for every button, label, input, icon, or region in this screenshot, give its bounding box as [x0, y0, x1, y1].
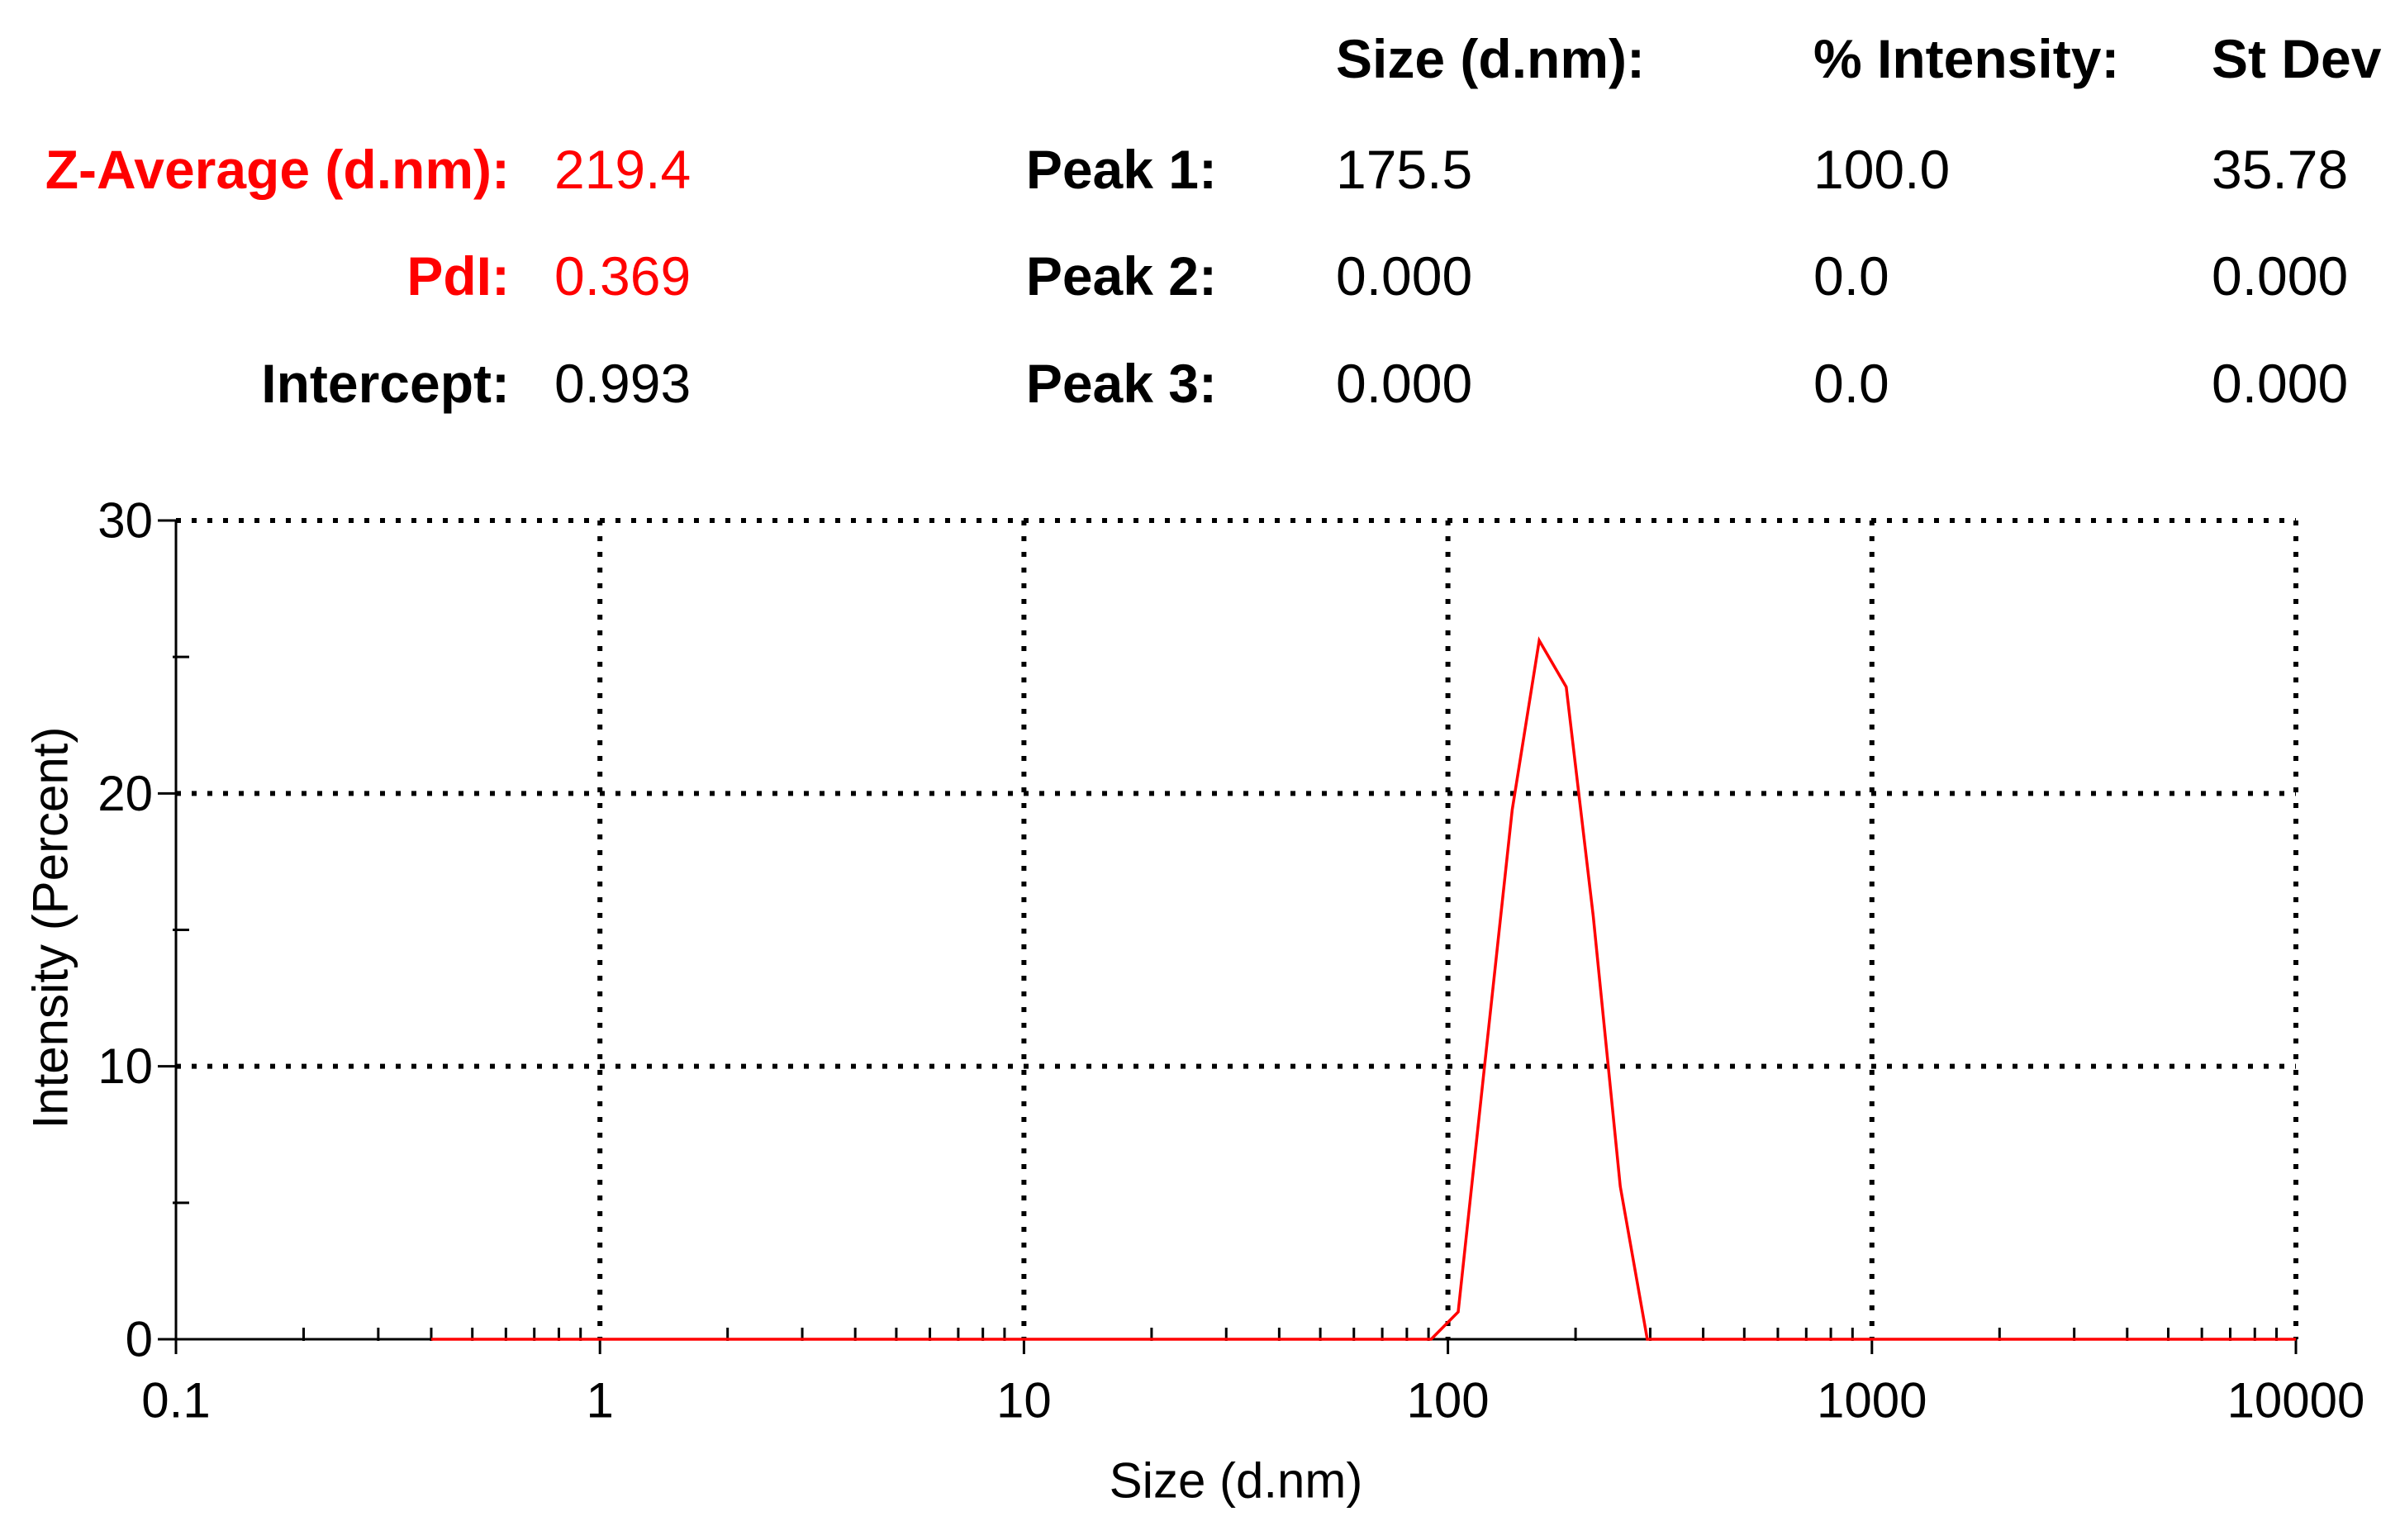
y-tick-label: 20: [97, 766, 153, 821]
intercept-label: Intercept:: [261, 353, 510, 414]
x-tick-label: 1: [587, 1373, 614, 1428]
peak-1-intensity: 100.0: [1813, 139, 1951, 200]
peak-3-size: 0.000: [1336, 353, 1473, 414]
x-tick-label: 10000: [2227, 1373, 2365, 1428]
z-average-value: 219.4: [554, 139, 691, 200]
intercept-value: 0.993: [554, 353, 691, 414]
intensity-distribution-line: [431, 636, 2296, 1341]
peak-2-size: 0.000: [1336, 245, 1473, 307]
grid-lines: [176, 518, 2298, 1339]
peak-size-header: Size (d.nm):: [1336, 28, 1645, 89]
peak-1-size: 175.5: [1336, 139, 1473, 200]
series-layer: [431, 636, 2296, 1341]
x-axis-label: Size (d.nm): [1110, 1453, 1363, 1509]
peak-2-stdev: 0.000: [2212, 245, 2349, 307]
y-tick-label: 10: [97, 1039, 153, 1094]
x-tick-label: 100: [1407, 1373, 1490, 1428]
x-tick-label: 10: [996, 1373, 1052, 1428]
peak-3-intensity: 0.0: [1813, 353, 1889, 414]
peak-2-intensity: 0.0: [1813, 245, 1889, 307]
z-average-label: Z-Average (d.nm):: [45, 139, 510, 200]
y-tick-label: 30: [97, 493, 153, 549]
peak-3-label: Peak 3:: [1025, 353, 1217, 414]
peak-intensity-header: % Intensity:: [1813, 28, 2120, 89]
peak-2-label: Peak 2:: [1025, 245, 1217, 307]
peak-stdev-header: St Dev: [2212, 28, 2382, 89]
x-tick-label: 0.1: [141, 1373, 210, 1428]
axis-tick-labels: 0.1 1 10 100 1000 10000 0 10 20 30: [97, 493, 2364, 1428]
peak-1-stdev: 35.78: [2212, 139, 2349, 200]
y-axis-label: Intensity (Percent): [23, 727, 78, 1129]
x-tick-label: 1000: [1817, 1373, 1927, 1428]
axis-ticks: [158, 519, 2298, 1354]
peak-3-stdev: 0.000: [2212, 353, 2349, 414]
peak-1-label: Peak 1:: [1025, 139, 1217, 200]
pdi-label: PdI:: [406, 245, 510, 307]
y-tick-label: 0: [126, 1312, 153, 1367]
pdi-value: 0.369: [554, 245, 691, 307]
